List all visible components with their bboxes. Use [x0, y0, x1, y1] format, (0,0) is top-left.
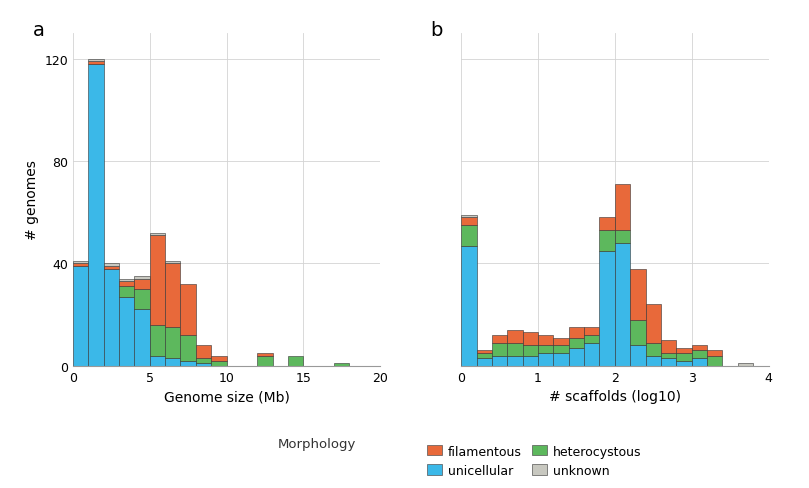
Bar: [661, 358, 676, 366]
Bar: [507, 330, 523, 343]
Bar: [615, 185, 630, 231]
Bar: [569, 328, 584, 338]
Bar: [211, 356, 227, 361]
Bar: [492, 343, 507, 356]
Bar: [477, 353, 492, 358]
Bar: [288, 356, 303, 366]
Bar: [73, 262, 88, 264]
Bar: [553, 338, 569, 346]
Bar: [461, 246, 477, 366]
Bar: [707, 356, 722, 366]
Bar: [150, 325, 165, 356]
Bar: [73, 266, 88, 366]
Bar: [630, 269, 646, 320]
Bar: [523, 333, 538, 346]
Bar: [119, 279, 134, 282]
Bar: [150, 233, 165, 236]
Bar: [646, 305, 661, 343]
Bar: [134, 277, 150, 279]
Bar: [88, 60, 104, 62]
Bar: [165, 262, 180, 264]
Bar: [569, 338, 584, 348]
Text: Morphology: Morphology: [277, 438, 356, 450]
Bar: [661, 341, 676, 353]
Bar: [507, 356, 523, 366]
Bar: [104, 264, 119, 266]
Bar: [646, 356, 661, 366]
Bar: [615, 244, 630, 366]
Bar: [104, 269, 119, 366]
Bar: [150, 236, 165, 325]
Bar: [584, 343, 599, 366]
Bar: [646, 343, 661, 356]
Bar: [707, 351, 722, 356]
Bar: [523, 356, 538, 366]
Bar: [165, 264, 180, 328]
Bar: [257, 353, 273, 356]
Bar: [180, 361, 196, 366]
Text: a: a: [33, 21, 44, 40]
Bar: [615, 231, 630, 244]
Bar: [538, 353, 553, 366]
Bar: [676, 348, 692, 353]
Bar: [211, 361, 227, 366]
Bar: [134, 289, 150, 310]
Bar: [150, 356, 165, 366]
Bar: [538, 346, 553, 353]
Bar: [461, 225, 477, 246]
Bar: [661, 353, 676, 358]
Bar: [334, 364, 349, 366]
Bar: [73, 264, 88, 266]
Text: b: b: [430, 21, 443, 40]
Bar: [538, 335, 553, 346]
Bar: [180, 285, 196, 335]
Bar: [477, 351, 492, 353]
Bar: [165, 358, 180, 366]
Bar: [196, 358, 211, 364]
Bar: [599, 218, 615, 231]
Bar: [257, 356, 273, 366]
Bar: [134, 310, 150, 366]
Bar: [88, 62, 104, 65]
Bar: [569, 348, 584, 366]
Bar: [676, 353, 692, 361]
Bar: [492, 335, 507, 343]
Bar: [134, 279, 150, 289]
Bar: [119, 282, 134, 287]
Bar: [119, 297, 134, 366]
Bar: [88, 65, 104, 366]
Legend: filamentous, unicellular, heterocystous, unknown: filamentous, unicellular, heterocystous,…: [426, 445, 642, 477]
Bar: [584, 328, 599, 335]
Bar: [461, 215, 477, 218]
Bar: [507, 343, 523, 356]
Bar: [692, 358, 707, 366]
Bar: [599, 231, 615, 251]
Bar: [692, 351, 707, 358]
Bar: [599, 251, 615, 366]
Bar: [630, 346, 646, 366]
Bar: [553, 353, 569, 366]
Bar: [119, 287, 134, 297]
X-axis label: Genome size (Mb): Genome size (Mb): [163, 389, 290, 404]
Bar: [523, 346, 538, 356]
Bar: [676, 361, 692, 366]
Bar: [196, 346, 211, 358]
Bar: [461, 218, 477, 225]
Y-axis label: # genomes: # genomes: [24, 160, 39, 240]
X-axis label: # scaffolds (log10): # scaffolds (log10): [549, 389, 681, 404]
Bar: [738, 364, 753, 366]
Bar: [692, 346, 707, 351]
Bar: [492, 356, 507, 366]
Bar: [165, 328, 180, 358]
Bar: [104, 266, 119, 269]
Bar: [196, 364, 211, 366]
Bar: [553, 346, 569, 353]
Bar: [180, 335, 196, 361]
Bar: [630, 320, 646, 346]
Bar: [584, 335, 599, 343]
Bar: [477, 358, 492, 366]
